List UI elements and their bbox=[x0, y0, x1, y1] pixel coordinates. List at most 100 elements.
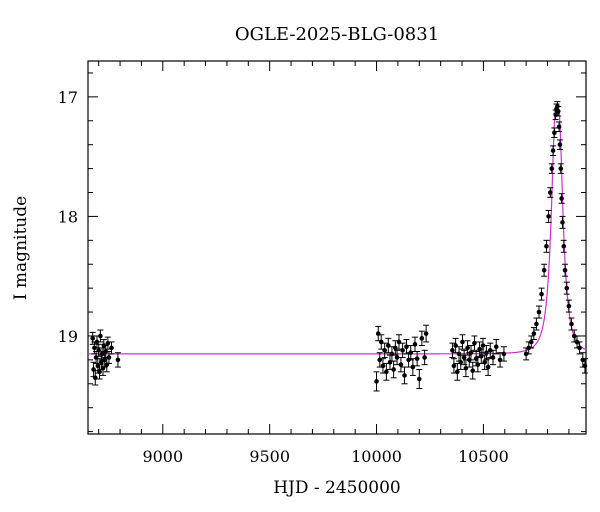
data-point bbox=[409, 358, 416, 376]
data-point bbox=[471, 335, 478, 351]
data-point bbox=[560, 239, 567, 253]
chart-title: OGLE-2025-BLG-0831 bbox=[235, 24, 439, 45]
x-axis-label: HJD - 2450000 bbox=[273, 478, 401, 498]
point-marker bbox=[539, 291, 544, 297]
point-marker bbox=[528, 339, 534, 345]
data-point bbox=[95, 343, 102, 357]
data-point bbox=[390, 360, 397, 379]
point-marker bbox=[404, 344, 409, 350]
point-marker bbox=[484, 350, 489, 356]
data-point bbox=[114, 352, 121, 368]
y-axis-label: I magnitude bbox=[11, 196, 31, 300]
data-point bbox=[469, 361, 476, 380]
axis-ticks bbox=[88, 61, 586, 434]
data-point bbox=[399, 342, 406, 358]
point-marker bbox=[552, 130, 557, 136]
model-curve bbox=[88, 105, 587, 355]
data-point bbox=[558, 193, 565, 204]
point-marker bbox=[458, 359, 464, 365]
point-marker bbox=[465, 345, 470, 351]
tick-labels: 9000 9500 10000 10500 17 18 19 bbox=[58, 88, 509, 466]
point-marker bbox=[557, 142, 563, 147]
data-point bbox=[394, 349, 401, 366]
point-marker bbox=[451, 363, 457, 369]
point-marker bbox=[468, 350, 474, 356]
data-point bbox=[535, 305, 542, 319]
data-point bbox=[412, 336, 419, 353]
data-points bbox=[89, 101, 588, 392]
data-point bbox=[96, 364, 103, 380]
point-marker bbox=[541, 267, 547, 273]
point-marker bbox=[98, 333, 103, 339]
point-marker bbox=[470, 368, 476, 373]
y-tick-label: 19 bbox=[58, 327, 78, 346]
point-marker bbox=[536, 309, 542, 315]
plot-frame bbox=[87, 60, 587, 435]
point-marker bbox=[398, 362, 404, 367]
data-point bbox=[108, 341, 115, 355]
data-point bbox=[548, 163, 555, 174]
data-point bbox=[379, 358, 386, 374]
data-point bbox=[563, 281, 570, 295]
data-point bbox=[450, 358, 457, 374]
point-marker bbox=[480, 343, 486, 348]
data-point bbox=[538, 287, 545, 301]
point-marker bbox=[577, 345, 582, 351]
point-marker bbox=[423, 331, 429, 336]
data-point bbox=[97, 329, 104, 343]
point-marker bbox=[558, 166, 564, 171]
point-marker bbox=[374, 379, 379, 384]
data-point bbox=[555, 105, 562, 117]
data-point bbox=[568, 317, 575, 331]
data-point bbox=[414, 351, 421, 367]
point-marker bbox=[482, 359, 487, 365]
data-point bbox=[557, 163, 564, 174]
data-point bbox=[565, 299, 572, 313]
point-marker bbox=[94, 339, 100, 345]
data-point bbox=[547, 187, 554, 198]
data-point bbox=[562, 263, 569, 277]
point-marker bbox=[384, 369, 389, 375]
point-marker bbox=[408, 350, 414, 356]
point-marker bbox=[556, 124, 562, 130]
data-point bbox=[461, 349, 468, 366]
point-marker bbox=[559, 196, 564, 201]
point-marker bbox=[455, 369, 460, 375]
point-marker bbox=[548, 190, 553, 195]
data-point bbox=[550, 145, 557, 156]
model-layer bbox=[88, 105, 587, 355]
point-marker bbox=[419, 336, 425, 341]
point-marker bbox=[391, 367, 396, 372]
data-point bbox=[421, 349, 428, 366]
point-marker bbox=[493, 344, 499, 350]
point-marker bbox=[394, 355, 400, 360]
data-point bbox=[479, 337, 486, 354]
point-marker bbox=[531, 331, 537, 336]
data-point bbox=[105, 351, 112, 364]
point-marker bbox=[414, 356, 420, 361]
y-tick-label: 18 bbox=[58, 207, 78, 226]
point-marker bbox=[501, 351, 507, 357]
x-tick-label: 9000 bbox=[142, 447, 183, 466]
data-point bbox=[104, 336, 111, 350]
point-marker bbox=[382, 348, 387, 353]
point-marker bbox=[450, 348, 455, 353]
point-marker bbox=[402, 373, 407, 378]
point-marker bbox=[560, 220, 565, 225]
point-marker bbox=[416, 376, 422, 382]
data-point bbox=[418, 330, 425, 347]
point-marker bbox=[569, 321, 574, 327]
data-point bbox=[373, 371, 380, 392]
data-point bbox=[581, 358, 588, 374]
point-marker bbox=[564, 285, 570, 291]
point-marker bbox=[422, 355, 427, 360]
point-marker bbox=[485, 364, 491, 370]
data-point bbox=[468, 345, 475, 361]
data-point bbox=[459, 334, 466, 350]
point-marker bbox=[412, 342, 418, 347]
data-point bbox=[556, 139, 563, 150]
data-point bbox=[481, 354, 488, 370]
data-point bbox=[559, 215, 566, 229]
point-marker bbox=[550, 148, 556, 153]
